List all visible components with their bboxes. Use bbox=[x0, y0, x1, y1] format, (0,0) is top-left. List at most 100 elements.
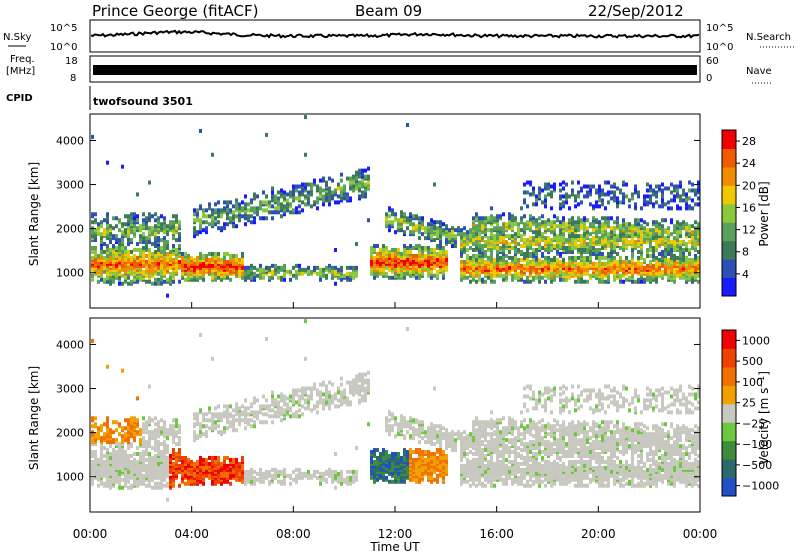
power-cell bbox=[655, 271, 658, 276]
power-cell bbox=[238, 271, 241, 276]
power-cell bbox=[526, 248, 529, 253]
power-cell bbox=[553, 182, 556, 187]
power-cell bbox=[562, 180, 565, 185]
velocity-cell bbox=[160, 418, 163, 423]
velocity-cell bbox=[220, 461, 223, 466]
power-cell bbox=[619, 224, 622, 229]
power-cell bbox=[634, 188, 637, 193]
velocity-cell bbox=[142, 473, 145, 478]
power-cell bbox=[244, 206, 247, 211]
velocity-cell bbox=[283, 400, 286, 405]
velocity-cell bbox=[319, 471, 322, 476]
power-cell bbox=[589, 232, 592, 237]
power-cell bbox=[436, 230, 439, 235]
noise-left-label: N.Sky bbox=[3, 32, 31, 43]
power-cell bbox=[532, 275, 535, 280]
power-cell bbox=[541, 200, 544, 205]
colorbar-swatch bbox=[722, 185, 736, 205]
power-cell bbox=[445, 238, 448, 243]
power-cell bbox=[535, 194, 538, 199]
velocity-cell bbox=[250, 402, 253, 407]
power-cell bbox=[505, 240, 508, 245]
power-cell bbox=[589, 188, 592, 193]
power-cell bbox=[535, 275, 538, 280]
power-cell bbox=[232, 253, 235, 258]
power-cell bbox=[670, 251, 673, 256]
velocity-cell bbox=[280, 479, 283, 484]
velocity-cell bbox=[217, 424, 220, 429]
velocity-cell bbox=[298, 408, 301, 413]
power-cell bbox=[502, 273, 505, 278]
power-cell bbox=[316, 206, 319, 211]
power-cell bbox=[298, 210, 301, 215]
power-cell bbox=[238, 257, 241, 262]
power-cell bbox=[520, 234, 523, 239]
power-cell bbox=[352, 275, 355, 280]
power-cell bbox=[583, 226, 586, 231]
power-cell bbox=[211, 208, 214, 213]
power-cell bbox=[484, 259, 487, 264]
power-cell bbox=[448, 234, 451, 239]
velocity-cell bbox=[301, 404, 304, 409]
power-cell bbox=[652, 263, 655, 268]
velocity-cell bbox=[199, 408, 202, 413]
power-cell bbox=[691, 182, 694, 187]
power-cell bbox=[118, 248, 121, 253]
power-cell bbox=[184, 251, 187, 256]
power-cell bbox=[136, 218, 139, 223]
power-cell bbox=[637, 261, 640, 266]
power-cell bbox=[112, 255, 115, 260]
power-cell bbox=[280, 214, 283, 219]
velocity-cell bbox=[259, 420, 262, 425]
power-cell bbox=[97, 253, 100, 258]
power-cell bbox=[652, 246, 655, 251]
power-cell bbox=[646, 275, 649, 280]
power-cell bbox=[484, 222, 487, 227]
power-cell bbox=[673, 188, 676, 193]
power-cell bbox=[427, 267, 430, 272]
power-cell bbox=[259, 267, 262, 272]
power-cell bbox=[649, 194, 652, 199]
power-cell bbox=[124, 257, 127, 262]
power-cell bbox=[538, 238, 541, 243]
power-cell bbox=[298, 190, 301, 195]
power-cell bbox=[421, 246, 424, 251]
power-cell bbox=[283, 263, 286, 268]
power-cell bbox=[298, 184, 301, 189]
beam-title: Beam 09 bbox=[355, 2, 422, 20]
power-cell bbox=[622, 259, 625, 264]
power-cell bbox=[475, 253, 478, 258]
power-cell bbox=[601, 230, 604, 235]
velocity-cell bbox=[121, 426, 124, 431]
velocity-cell bbox=[205, 434, 208, 439]
power-cell bbox=[679, 184, 682, 189]
velocity-cell bbox=[277, 400, 280, 405]
power-cell bbox=[331, 178, 334, 183]
freq-label-line2: [MHz] bbox=[6, 66, 35, 77]
power-cell bbox=[100, 224, 103, 229]
velocity-cell bbox=[100, 428, 103, 433]
power-cell bbox=[121, 230, 124, 235]
power-cell bbox=[400, 251, 403, 256]
velocity-cell bbox=[163, 440, 166, 445]
power-cell bbox=[388, 214, 391, 219]
velocity-cell bbox=[163, 434, 166, 439]
power-cell bbox=[484, 240, 487, 245]
power-cell bbox=[157, 246, 160, 251]
power-cell bbox=[163, 236, 166, 241]
power-cell bbox=[298, 267, 301, 272]
power-cell bbox=[673, 236, 676, 241]
velocity-cell bbox=[226, 455, 229, 460]
power-cell bbox=[532, 257, 535, 262]
power-cell bbox=[493, 279, 496, 284]
power-cell bbox=[136, 192, 139, 197]
power-cell bbox=[601, 251, 604, 256]
velocity-cell bbox=[94, 461, 97, 466]
power-cell bbox=[670, 232, 673, 237]
power-cell bbox=[565, 277, 568, 282]
power-cell bbox=[211, 275, 214, 280]
velocity-cell bbox=[211, 461, 214, 466]
power-cell bbox=[442, 222, 445, 227]
velocity-cell bbox=[172, 461, 175, 466]
power-cell bbox=[637, 242, 640, 247]
